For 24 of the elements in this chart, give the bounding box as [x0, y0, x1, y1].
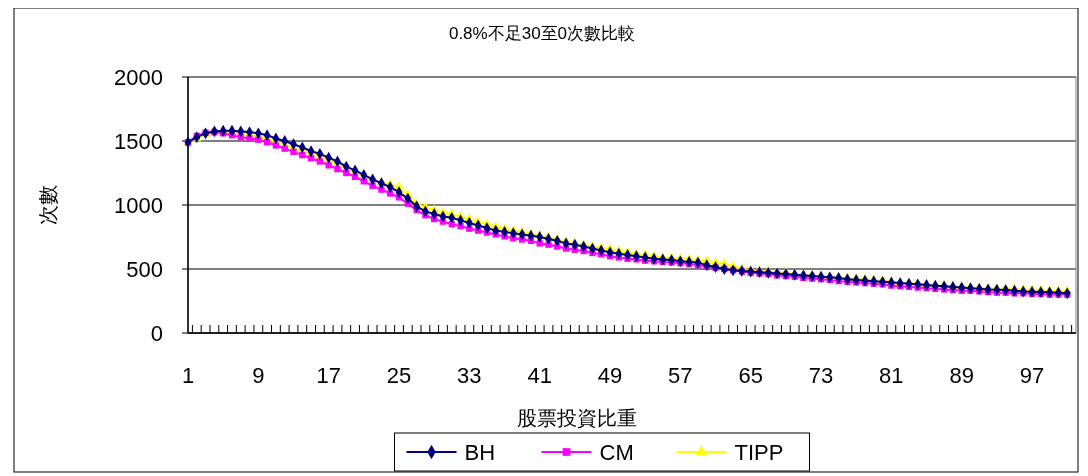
chart-title: 0.8%不足30至0次數比較	[448, 24, 636, 43]
x-tick-label: 97	[1019, 363, 1045, 388]
legend-label: TIPP	[734, 439, 784, 465]
x-tick-label: 81	[879, 363, 904, 388]
x-tick-label: 49	[597, 363, 623, 388]
x-tick-label: 17	[316, 363, 341, 388]
x-tick-label: 9	[252, 363, 265, 388]
x-tick-label: 65	[738, 363, 763, 388]
x-axis-title: 股票投資比重	[517, 407, 637, 429]
y-tick-label: 500	[126, 256, 163, 282]
y-tick-label: 0	[150, 320, 163, 346]
x-tick-label: 57	[668, 363, 693, 388]
x-tick-label: 33	[457, 363, 482, 388]
y-tick-label: 2000	[114, 64, 163, 90]
y-tick-label: 1500	[114, 128, 163, 154]
x-tick-label: 89	[949, 363, 974, 388]
x-tick-label: 41	[527, 363, 552, 388]
x-tick-label: 25	[386, 363, 412, 388]
legend-label: BH	[464, 439, 496, 465]
y-axis-title: 次數	[37, 185, 59, 225]
y-tick-label: 1000	[114, 192, 163, 218]
x-tick-label: 1	[181, 363, 195, 388]
legend-label: CM	[599, 439, 634, 465]
x-tick-label: 73	[808, 363, 834, 388]
